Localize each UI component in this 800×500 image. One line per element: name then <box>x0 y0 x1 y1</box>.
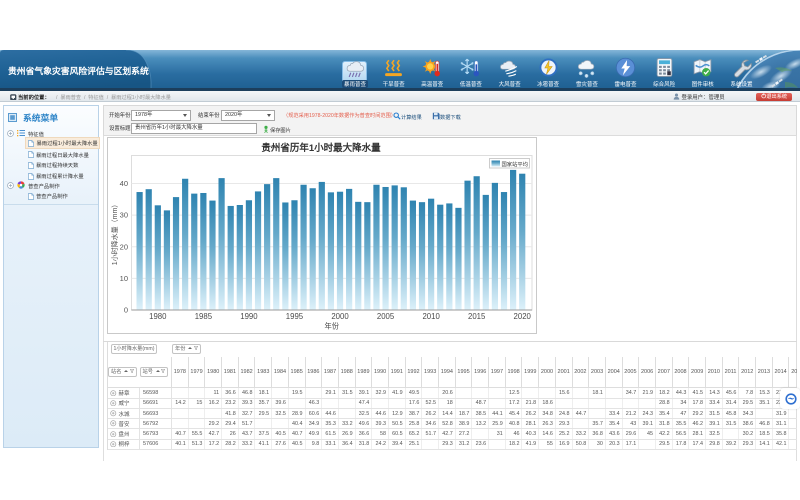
svg-text:贵州省历年1小时最大降水量: 贵州省历年1小时最大降水量 <box>261 142 381 154</box>
svg-text:1小时降水量（mm）: 1小时降水量（mm） <box>110 201 119 266</box>
svg-text:30: 30 <box>120 211 128 220</box>
svg-text:1995: 1995 <box>286 312 304 321</box>
svg-text:1980: 1980 <box>149 312 167 321</box>
svg-text:40: 40 <box>120 179 128 188</box>
svg-text:0: 0 <box>124 306 128 315</box>
svg-text:1985: 1985 <box>195 312 213 321</box>
svg-text:2020: 2020 <box>514 312 532 321</box>
svg-text:20: 20 <box>120 242 128 251</box>
svg-text:2015: 2015 <box>468 312 486 321</box>
svg-text:2000: 2000 <box>331 312 349 321</box>
svg-text:10: 10 <box>120 274 128 283</box>
svg-text:2010: 2010 <box>422 312 440 321</box>
svg-text:年份: 年份 <box>325 321 340 330</box>
svg-text:2005: 2005 <box>377 312 395 321</box>
svg-text:国家站平均: 国家站平均 <box>502 160 529 168</box>
svg-text:1990: 1990 <box>240 312 258 321</box>
